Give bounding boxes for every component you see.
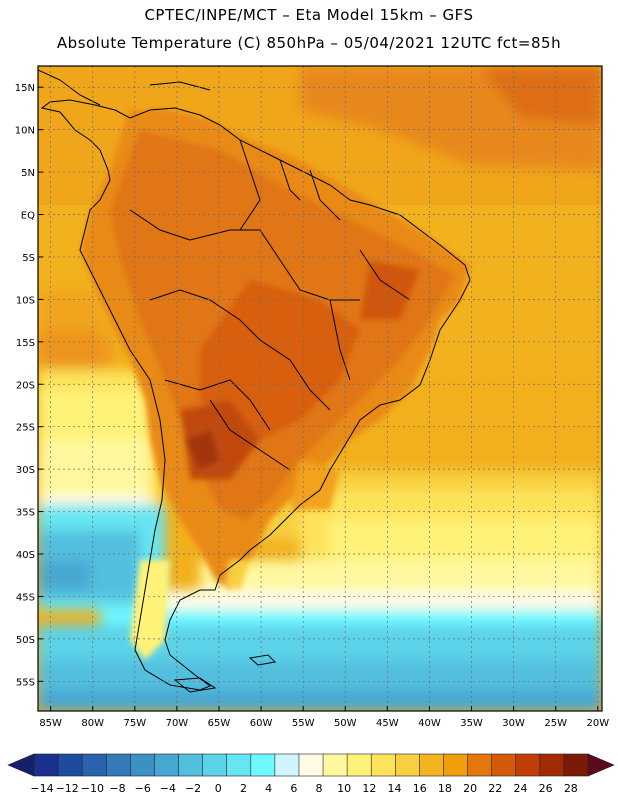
- colorbar-bin: [274, 753, 300, 777]
- lat-tick-label: 5N: [21, 168, 35, 179]
- colorbar-label: 26: [539, 782, 553, 795]
- colorbar-label: 2: [240, 782, 247, 795]
- colorbar-label: 8: [316, 782, 323, 795]
- lon-tick-label: 65W: [208, 718, 231, 729]
- colorbar-label: 12: [362, 782, 376, 795]
- lon-tick-label: 60W: [250, 718, 273, 729]
- lat-tick-label: 40S: [16, 550, 35, 561]
- colorbar-bin: [33, 753, 59, 777]
- colorbar-bin: [467, 753, 493, 777]
- lat-tick-label: 30S: [16, 465, 35, 476]
- lon-tick-label: 30W: [502, 718, 525, 729]
- colorbar-bin: [154, 753, 180, 777]
- colorbar-bin: [370, 753, 397, 777]
- lon-tick-label: 70W: [166, 718, 189, 729]
- colorbar-label: −12: [56, 782, 79, 795]
- colorbar-bin: [105, 753, 132, 777]
- colorbar-label: 16: [413, 782, 427, 795]
- colorbar-bin: [515, 753, 541, 777]
- lon-tick-label: 75W: [123, 718, 146, 729]
- colorbar-bin: [57, 753, 83, 777]
- lat-tick-label: 15N: [15, 83, 35, 94]
- lat-tick-label: 20S: [16, 380, 35, 391]
- colorbar-bin: [346, 753, 373, 777]
- colorbar-high-arrow: [587, 753, 615, 777]
- lon-tick-label: 45W: [376, 718, 399, 729]
- colorbar-bin: [322, 753, 348, 777]
- lon-tick-label: 55W: [292, 718, 315, 729]
- colorbar-label: 18: [438, 782, 452, 795]
- colorbar-label: −14: [30, 782, 53, 795]
- colorbar-bin: [563, 753, 589, 777]
- colorbar-label: 0: [215, 782, 222, 795]
- colorbar-bin: [130, 753, 156, 777]
- colorbar-label: −4: [160, 782, 176, 795]
- colorbar-bin: [226, 753, 252, 777]
- colorbar-label: 24: [513, 782, 527, 795]
- colorbar-label: 4: [265, 782, 272, 795]
- lon-tick-label: 20W: [586, 718, 609, 729]
- colorbar-label: 28: [564, 782, 578, 795]
- map-subtitle: Absolute Temperature (C) 850hPa – 05/04/…: [56, 34, 562, 52]
- lat-tick-label: 35S: [16, 508, 35, 519]
- colorbar-bin: [419, 753, 445, 777]
- colorbar-label: −8: [109, 782, 125, 795]
- lat-tick-label: 45S: [16, 592, 35, 603]
- colorbar-bin: [491, 753, 517, 777]
- colorbar-bin: [250, 753, 276, 777]
- lon-tick-label: 40W: [418, 718, 441, 729]
- lat-tick-label: 55S: [16, 677, 35, 688]
- lon-tick-label: 85W: [39, 718, 62, 729]
- lat-tick-label: 10S: [16, 295, 35, 306]
- lon-tick-label: 35W: [460, 718, 483, 729]
- colorbar-label: −10: [81, 782, 104, 795]
- lon-tick-label: 50W: [334, 718, 357, 729]
- colorbar-label: 10: [337, 782, 351, 795]
- lon-tick-label: 80W: [81, 718, 104, 729]
- lat-tick-label: 15S: [16, 338, 35, 349]
- colorbar-bin: [395, 753, 421, 777]
- lat-tick-label: 5S: [22, 253, 35, 264]
- colorbar-bin: [298, 753, 324, 777]
- lat-tick-label: 25S: [16, 423, 35, 434]
- map-title: CPTEC/INPE/MCT – Eta Model 15km – GFS: [144, 6, 474, 24]
- colorbar-bin: [178, 753, 204, 777]
- lat-tick-label: 10N: [15, 126, 35, 137]
- colorbar-label: 6: [290, 782, 297, 795]
- colorbar-label: 20: [463, 782, 477, 795]
- colorbar-bin: [539, 753, 565, 777]
- colorbar-low-arrow: [7, 753, 35, 777]
- colorbar-label: −2: [185, 782, 201, 795]
- lat-tick-label: EQ: [21, 211, 35, 222]
- colorbar-bin: [81, 753, 108, 777]
- colorbar-bin: [443, 753, 469, 777]
- colorbar-label: 14: [388, 782, 402, 795]
- colorbar-label: −6: [135, 782, 151, 795]
- colorbar-label: 22: [488, 782, 502, 795]
- lon-tick-label: 25W: [544, 718, 567, 729]
- temperature-field: [38, 66, 602, 711]
- colorbar: −14 −12 −10 −8 −6 −4 −2 0 2 4 6 8 10 12 14 16 18 20 22 24 26…: [7, 753, 615, 795]
- colorbar-bin: [202, 753, 228, 777]
- lat-tick-label: 50S: [16, 635, 35, 646]
- map-frame: [37, 65, 603, 712]
